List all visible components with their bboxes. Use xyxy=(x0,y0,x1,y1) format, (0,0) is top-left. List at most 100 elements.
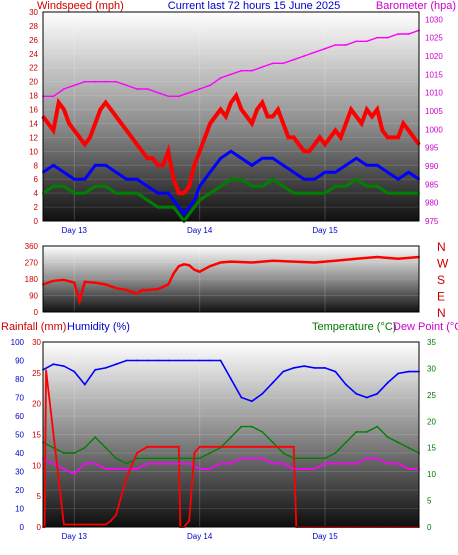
wind-point xyxy=(125,178,128,181)
wind-point xyxy=(324,143,326,146)
wind-point xyxy=(324,192,326,195)
barometer-point xyxy=(334,44,337,46)
dewpoint-point xyxy=(261,457,264,460)
temperature-point xyxy=(240,425,243,428)
temp-tick-label: 10 xyxy=(427,470,436,479)
wind-point xyxy=(120,122,123,125)
y-right-tick-label: 995 xyxy=(425,144,439,153)
wind-point xyxy=(245,115,248,118)
wind-point xyxy=(146,199,149,202)
dewpoint-point xyxy=(167,462,170,465)
wind-point xyxy=(261,157,264,160)
wind-point xyxy=(240,108,243,111)
barometer-point xyxy=(188,91,191,94)
humidity-tick-label: 40 xyxy=(15,449,24,458)
direction-point xyxy=(188,264,191,267)
wind-point xyxy=(251,185,253,188)
wind-point xyxy=(52,185,55,188)
compass-label: W xyxy=(437,257,449,271)
rainfall-point xyxy=(271,445,274,448)
wind-point xyxy=(224,115,227,118)
wind-point xyxy=(141,150,144,153)
wind-point xyxy=(183,192,185,195)
wind-point xyxy=(397,136,399,139)
barometer-point xyxy=(376,36,379,39)
wind-point xyxy=(324,171,326,174)
humidity-point xyxy=(104,367,107,369)
y-right-tick-label: 1030 xyxy=(425,15,443,24)
wind-point xyxy=(397,192,399,195)
temperature-point xyxy=(125,462,128,465)
humidity-point xyxy=(115,363,117,366)
y-right-tick-label: 1025 xyxy=(425,34,443,43)
direction-point xyxy=(136,292,138,295)
humidity-point xyxy=(146,359,149,362)
wind-point xyxy=(177,206,180,209)
wind-point xyxy=(313,192,316,195)
rain-ylabel: Rainfall (mm) xyxy=(1,321,66,333)
rainfall-point xyxy=(45,369,47,372)
y-right-tick-label: 1015 xyxy=(425,70,443,79)
wind-point xyxy=(63,108,65,111)
wind-point xyxy=(412,136,415,139)
wind-point xyxy=(376,164,379,167)
wind-point xyxy=(386,136,389,139)
y-right-tick-label: 1005 xyxy=(425,107,443,116)
dewpoint-point xyxy=(355,462,358,465)
wind-point xyxy=(339,136,342,139)
dewpoint-point xyxy=(282,462,285,465)
wind-point xyxy=(125,192,128,195)
wind-point xyxy=(287,136,290,139)
wind-point xyxy=(57,101,60,104)
temperature-point xyxy=(94,436,97,438)
x-tick-label: Day 14 xyxy=(187,532,213,541)
dewpoint-point xyxy=(104,468,107,470)
temperature-point xyxy=(355,431,358,433)
humidity-point xyxy=(209,359,212,362)
humidity-point xyxy=(125,359,128,362)
wind-point xyxy=(407,129,410,132)
wind-point xyxy=(251,122,253,125)
wind-point xyxy=(204,136,206,139)
wind-point xyxy=(94,122,97,125)
temperature-point xyxy=(292,457,295,460)
direction-point xyxy=(146,289,149,291)
wind-point xyxy=(73,192,76,195)
y-left-tick-label: 8 xyxy=(34,161,39,170)
barometer-point xyxy=(104,80,107,83)
direction-point xyxy=(219,261,222,264)
wind-point xyxy=(68,122,70,125)
rain-tick-label: 0 xyxy=(37,523,42,532)
y-left-tick-label: 22 xyxy=(29,64,38,73)
wind-point xyxy=(167,150,170,153)
direction-point xyxy=(209,265,212,268)
wind-point xyxy=(193,199,196,202)
dewpoint-point xyxy=(188,462,191,465)
wind-point xyxy=(292,192,295,195)
dewpoint-point xyxy=(52,462,55,465)
humidity-point xyxy=(303,365,305,367)
temp-tick-label: 15 xyxy=(427,444,436,453)
wind-point xyxy=(188,206,191,209)
wind-point xyxy=(303,178,305,181)
dewpoint-point xyxy=(115,468,117,470)
direction-point xyxy=(78,300,81,302)
wind-point xyxy=(313,143,316,146)
dewpoint-point xyxy=(94,462,97,465)
humidity-tick-label: 90 xyxy=(15,357,24,366)
temperature-point xyxy=(177,457,180,460)
direction-point xyxy=(104,283,107,286)
wind-point xyxy=(47,122,50,125)
dewpoint-point xyxy=(209,468,212,470)
temperature-point xyxy=(157,457,159,460)
humidity-tick-label: 80 xyxy=(15,375,24,384)
average-series xyxy=(42,149,420,217)
humidity-tick-label: 10 xyxy=(15,505,24,514)
wind-point xyxy=(334,129,337,132)
wind-point xyxy=(110,108,112,111)
y-left-tick-label: 30 xyxy=(29,8,38,17)
temperature-point xyxy=(386,436,389,438)
rain-tick-label: 20 xyxy=(32,400,41,409)
barometer-point xyxy=(94,80,97,83)
wind-point xyxy=(73,178,76,181)
